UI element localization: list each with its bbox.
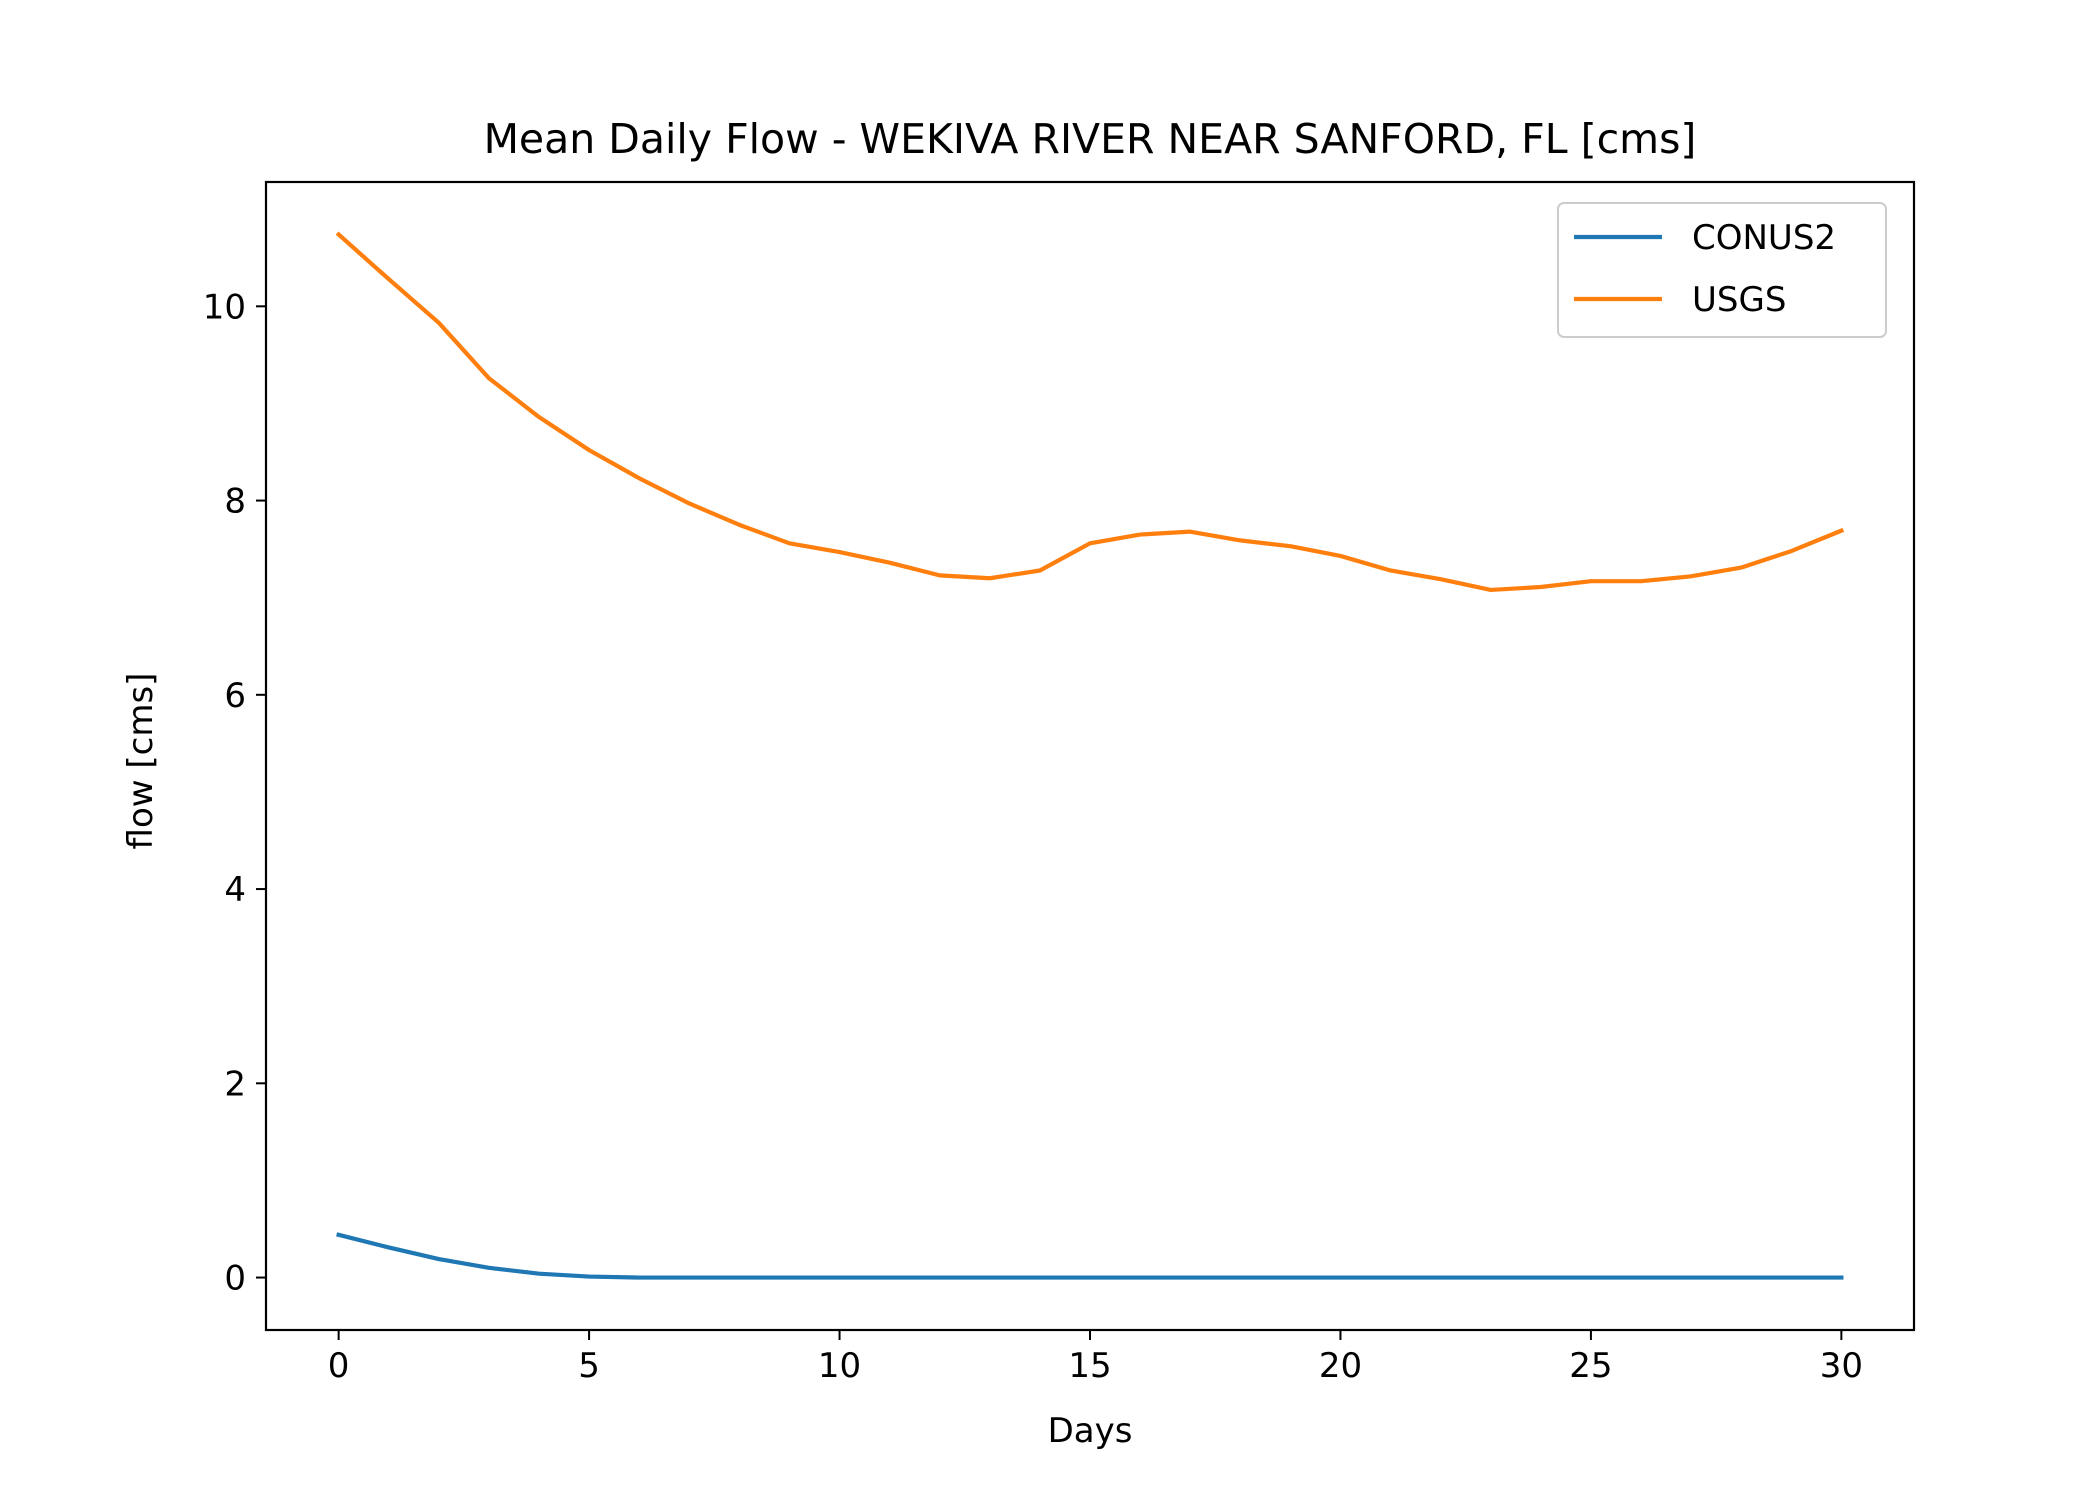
y-tick-label: 4 [224, 870, 246, 910]
series-line-conus2 [336, 1232, 1844, 1280]
x-tick-label: 5 [578, 1346, 600, 1386]
x-tick-label: 20 [1319, 1346, 1362, 1386]
series-line-usgs [335, 231, 1845, 593]
y-tick-label: 0 [224, 1259, 246, 1299]
legend: CONUS2 USGS [1557, 202, 1887, 338]
x-tick-label: 30 [1820, 1346, 1863, 1386]
y-tick-label: 6 [224, 676, 246, 716]
y-tick-label: 2 [224, 1064, 246, 1104]
y-axis-ticks: 0 2 4 6 8 10 [203, 287, 266, 1299]
legend-label-conus2: CONUS2 [1692, 218, 1836, 258]
y-axis-label: flow [cms] [121, 673, 161, 850]
chart-title: Mean Daily Flow - WEKIVA RIVER NEAR SANF… [484, 115, 1697, 163]
x-tick-label: 25 [1569, 1346, 1612, 1386]
x-tick-label: 10 [818, 1346, 861, 1386]
x-axis-ticks: 0 5 10 15 20 25 30 [328, 1330, 1863, 1386]
series-lines [335, 231, 1845, 1280]
x-axis-label: Days [1048, 1411, 1133, 1451]
y-tick-label: 8 [224, 482, 246, 522]
x-tick-label: 0 [328, 1346, 350, 1386]
legend-label-usgs: USGS [1692, 280, 1786, 320]
y-tick-label: 10 [203, 287, 246, 327]
x-tick-label: 15 [1068, 1346, 1111, 1386]
